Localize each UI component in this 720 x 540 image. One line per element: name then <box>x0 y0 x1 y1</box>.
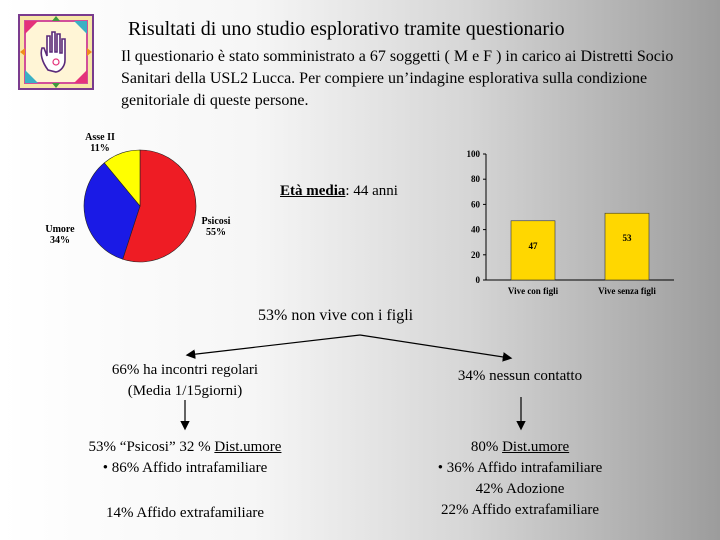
bar-value-label: 47 <box>529 241 539 251</box>
headline-stat: 53% non vive con i figli <box>258 307 414 324</box>
right-adoption-text: 42% Adozione <box>475 481 565 497</box>
bar-category-label: Vive con figli <box>508 286 559 296</box>
right-diagnosis-pre: 80% <box>470 439 503 455</box>
pie-percent-label: 11% <box>90 143 109 154</box>
no-contact-text: 34% nessun contatto <box>457 368 583 384</box>
bar-chart: 0 20 40 60 80 100 47 Vive con figli 53 Vive senza… <box>452 142 682 300</box>
left-extra-stat: 14% Affido extrafamiliare <box>106 505 264 521</box>
right-diagnosis-line: 80% Dist.umore <box>410 437 630 458</box>
bar-value-label: 53 <box>623 233 633 243</box>
pie-percent-label: 55% <box>206 227 226 238</box>
pie-chart: Psicosi 55% Umore 34% Asse II 11% <box>40 128 250 278</box>
intro-paragraph: Il questionario è stato somministrato a … <box>121 48 674 109</box>
pie-slice-umore <box>83 162 141 260</box>
left-diagnosis-line: 53% “Psicosi” 32 % Dist.umore <box>40 437 330 458</box>
right-diagnosis-underlined: Dist.umore <box>502 439 570 455</box>
bar-category-label: Vive senza figli <box>598 286 656 296</box>
right-extrafamily-text: 22% Affido extrafamiliare <box>441 502 599 518</box>
left-diagnosis-pre: 53% “Psicosi” 32 % <box>88 439 215 455</box>
y-tick-label: 40 <box>471 225 481 235</box>
y-tick-label: 60 <box>471 199 481 209</box>
y-tick-label: 20 <box>471 250 481 260</box>
y-tick-label: 80 <box>471 174 481 184</box>
pie-label: Psicosi <box>202 216 231 227</box>
pie-percent-label: 34% <box>50 235 70 246</box>
arrow-left-diagonal <box>185 334 361 359</box>
left-top-stat: 66% ha incontri regolari (Media 1/15gior… <box>70 360 300 402</box>
bar-1 <box>510 220 556 281</box>
left-diagnosis-underlined: Dist.umore <box>214 439 282 455</box>
pie-label: Umore <box>45 224 75 235</box>
age-value: : 44 anni <box>345 183 398 199</box>
bar-2 <box>604 212 650 281</box>
meetings-frequency-text: (Media 1/15giorni) <box>127 383 243 399</box>
age-label: Età media <box>280 183 346 199</box>
regular-meetings-text: 66% ha incontri regolari <box>111 362 259 378</box>
left-intrafamily-text: • 86% Affido intrafamiliare <box>102 460 268 476</box>
left-bottom-stat: 53% “Psicosi” 32 % Dist.umore • 86% Affi… <box>40 437 330 479</box>
pie-slice-psicosi <box>122 149 197 263</box>
arrow-right-diagonal <box>359 334 513 362</box>
page-title: Risultati di uno studio esplorativo tram… <box>128 18 565 40</box>
y-tick-label: 0 <box>476 275 481 285</box>
right-intrafamily-text: • 36% Affido intrafamiliare <box>437 460 603 476</box>
age-note: Età media: 44 anni <box>280 183 398 200</box>
pie-label: Asse II <box>85 132 115 143</box>
hand-logo <box>18 14 94 90</box>
right-top-stat: 34% nessun contatto <box>420 366 620 387</box>
right-bottom-stat: 80% Dist.umore • 36% Affido intrafamilia… <box>410 437 630 521</box>
pie-slice-asse-ii <box>103 149 141 207</box>
y-tick-label: 100 <box>467 149 481 159</box>
